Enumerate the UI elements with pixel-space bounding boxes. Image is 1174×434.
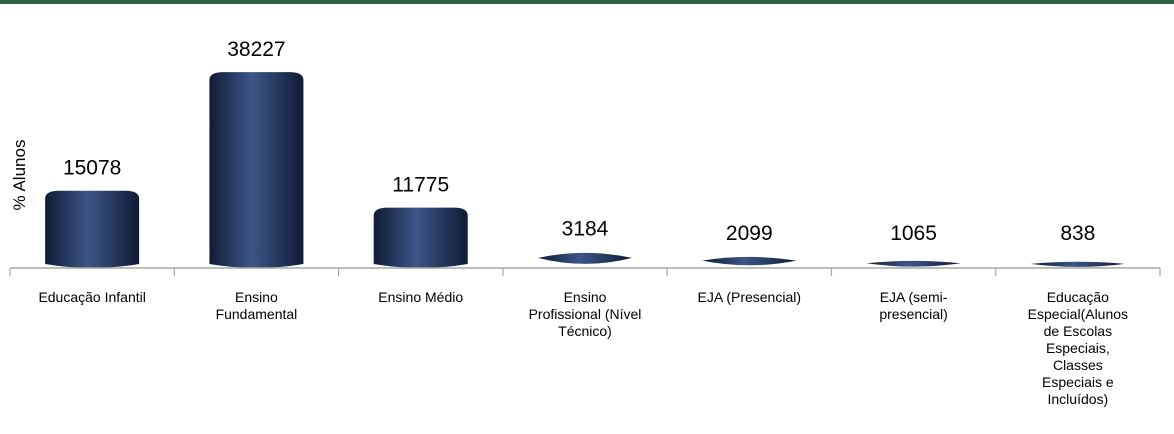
category-label: presencial) (879, 306, 947, 322)
bar (209, 72, 304, 268)
category-label: Classes (1053, 357, 1103, 373)
category-label: Educação Infantil (38, 289, 145, 305)
bar-body (702, 256, 797, 266)
data-label: 1065 (890, 222, 937, 245)
data-label: 15078 (63, 157, 121, 180)
top-accent-bar (0, 0, 1174, 4)
bar-body (1030, 261, 1125, 267)
y-axis-label: % Alunos (10, 140, 29, 211)
bar (1030, 261, 1125, 267)
category-label: EJA (Presencial) (698, 289, 801, 305)
category-label: Especial(Alunos (1028, 306, 1128, 322)
bar-body (866, 260, 961, 267)
data-label: 838 (1060, 222, 1095, 245)
bar (866, 260, 961, 267)
category-label: Profissional (Nível (529, 306, 642, 322)
bar (373, 207, 468, 268)
category-labels: Educação Infantil EnsinoFundamentalEnsino… (38, 289, 1128, 407)
bar-body (538, 252, 632, 264)
category-label: EJA (semi- (880, 289, 948, 305)
bar-body (209, 72, 304, 268)
bar (538, 252, 632, 264)
category-label: de Escolas (1044, 323, 1112, 339)
data-label: 2099 (726, 222, 773, 245)
category-label: Ensino (564, 289, 607, 305)
data-label: 3184 (562, 218, 609, 241)
bars-layer (45, 72, 1125, 268)
category-label: Fundamental (216, 306, 298, 322)
data-label: 11775 (392, 174, 449, 197)
bar (702, 256, 797, 266)
data-labels: 15078 38227 11775 3184 2099 1065 838 (63, 38, 1095, 245)
category-label: Especiais, (1046, 340, 1110, 356)
data-label: 38227 (227, 38, 285, 61)
bar (45, 190, 140, 268)
category-label: Ensino Médio (378, 289, 463, 305)
category-label: Especiais e (1042, 374, 1114, 390)
x-axis-ticks (9, 268, 1161, 276)
category-label: Incluídos) (1048, 391, 1109, 407)
category-label: Educação (1047, 289, 1109, 305)
bar-body (373, 207, 468, 268)
category-label: Ensino (235, 289, 278, 305)
category-label: Técnico) (558, 323, 612, 339)
bar-body (45, 190, 140, 268)
